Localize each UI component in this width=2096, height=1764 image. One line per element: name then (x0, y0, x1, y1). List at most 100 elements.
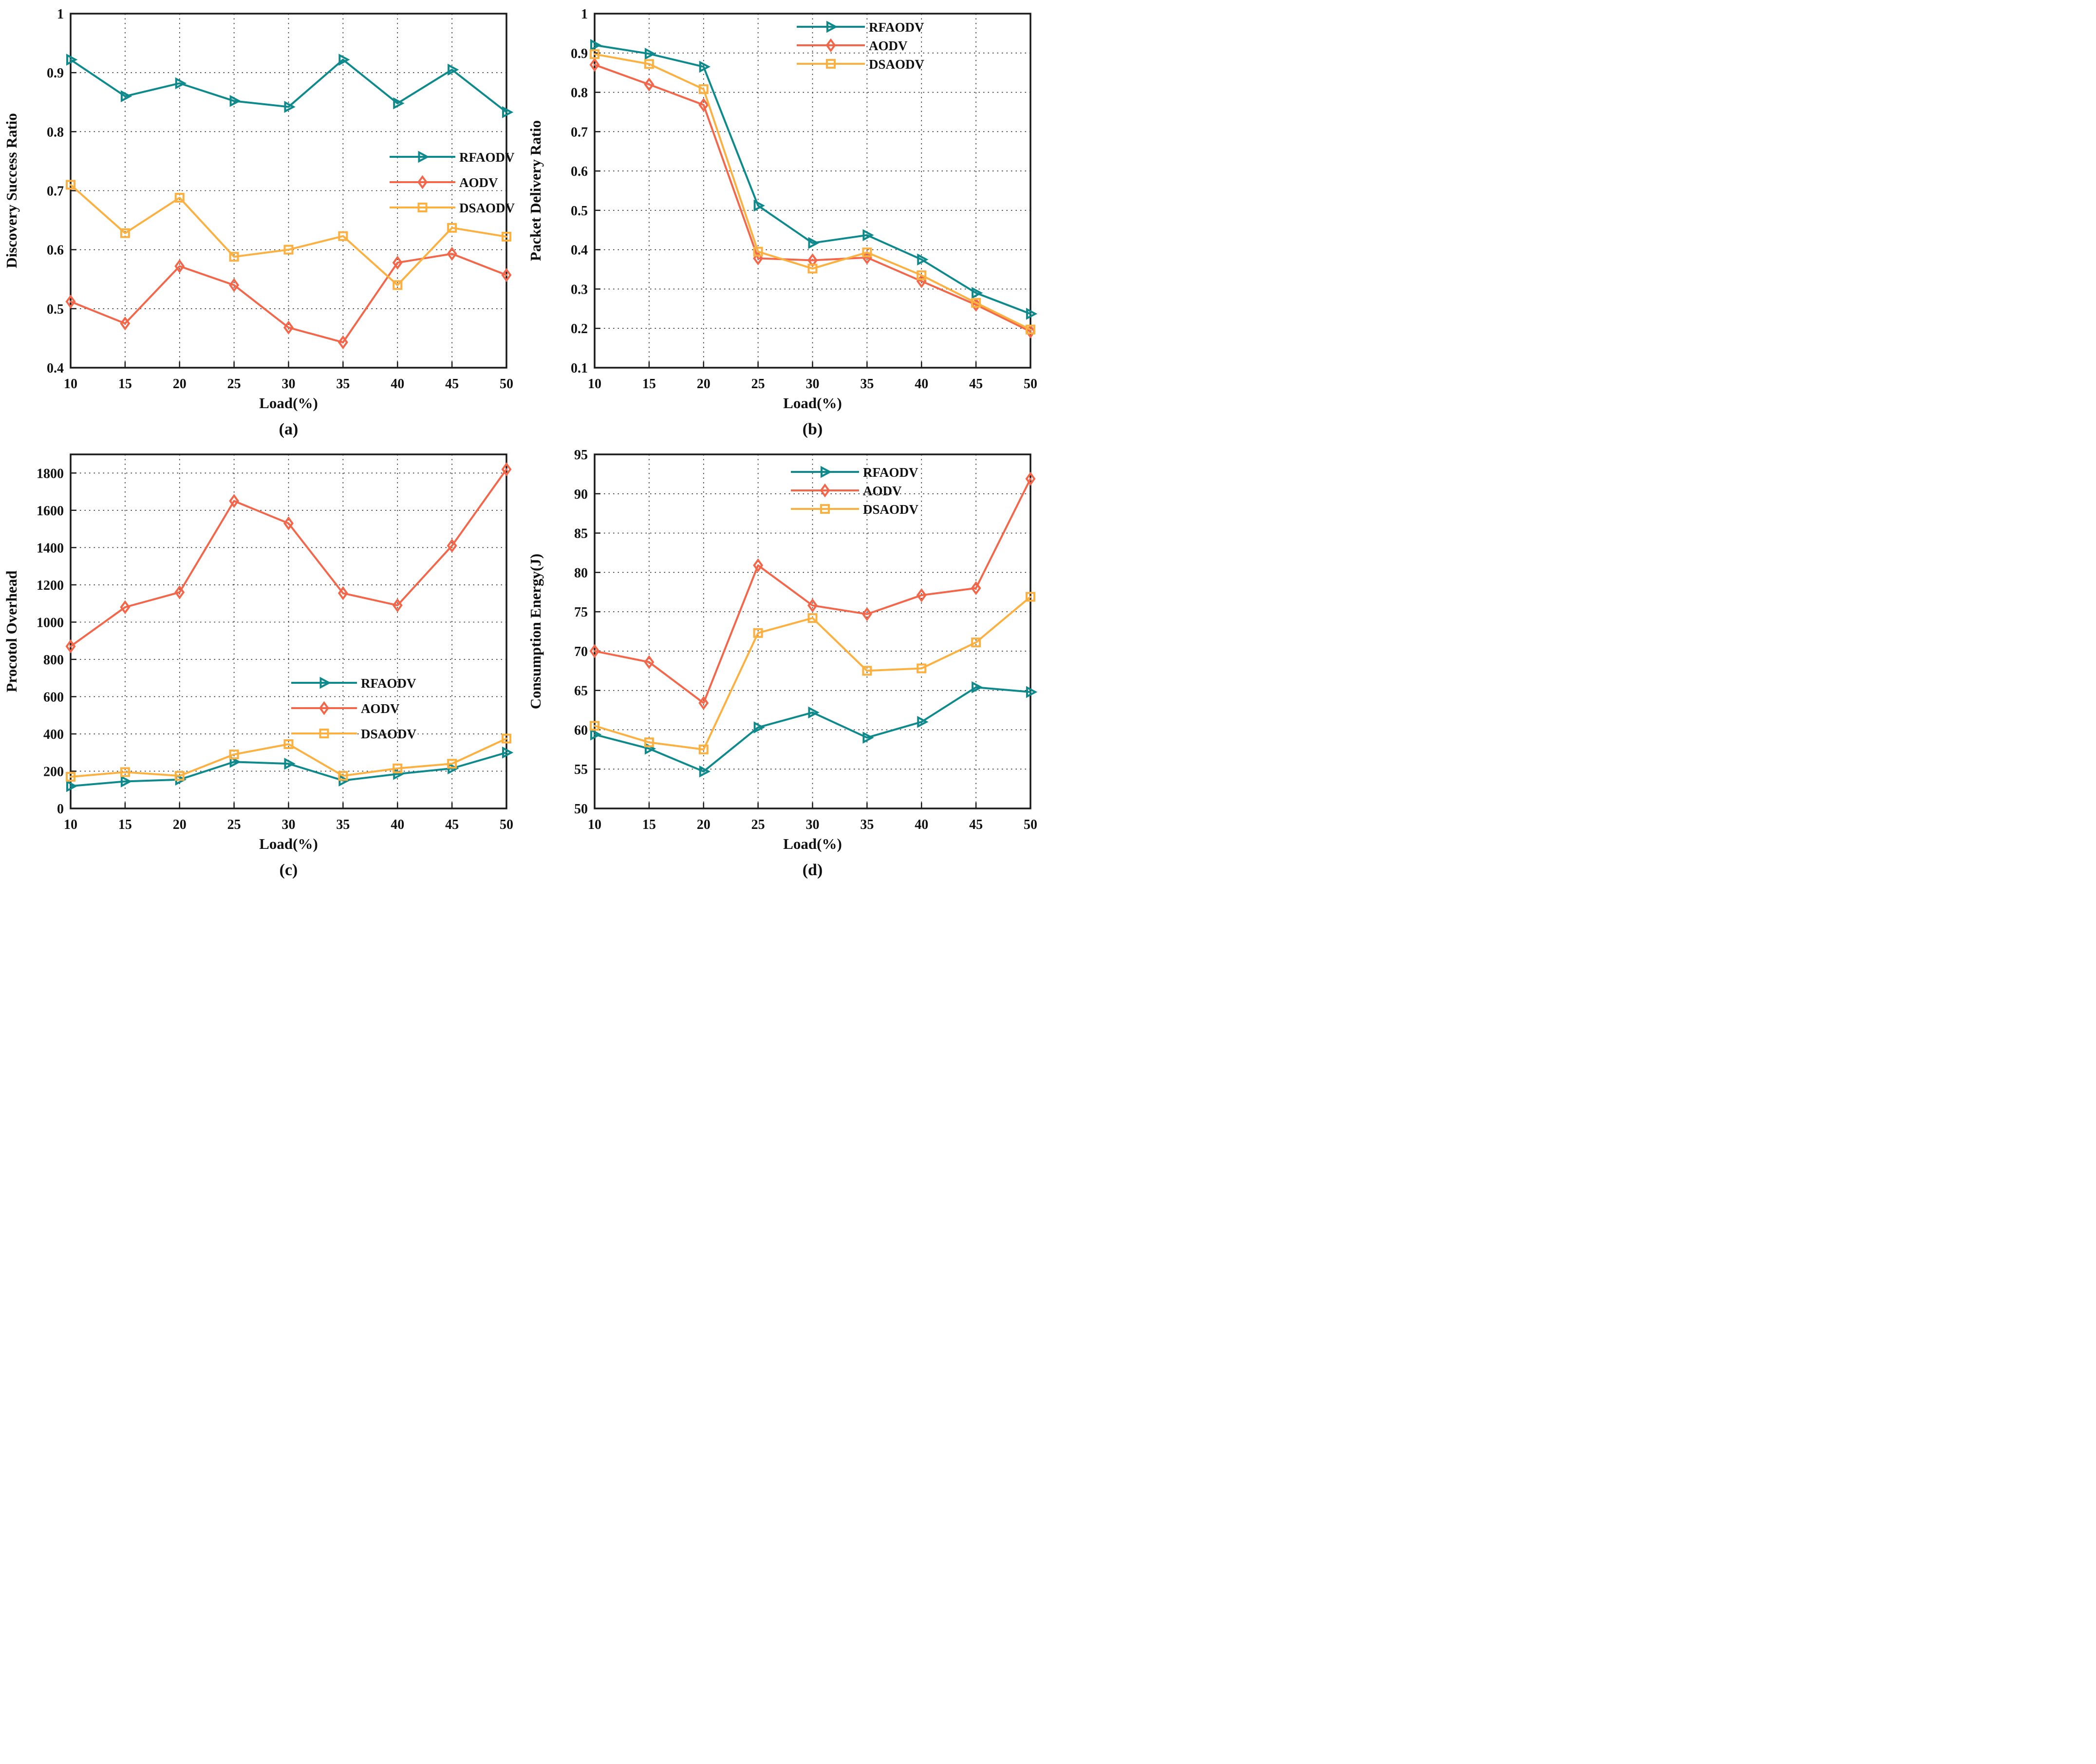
x-tick-label: 50 (500, 376, 513, 392)
series-line-dsaodv (594, 53, 1031, 331)
dsaodv-square-icon (590, 721, 599, 731)
x-tick-label: 10 (588, 376, 601, 392)
legend-aodv-diamond-icon (417, 175, 428, 189)
y-tick-label: 0.6 (47, 243, 64, 258)
series-line-dsaodv (70, 737, 507, 778)
dsaodv-square-icon (283, 244, 294, 255)
x-tick-label: 45 (445, 817, 459, 832)
x-axis-label: Load(%) (783, 394, 842, 412)
dsaodv-square-icon (447, 759, 457, 769)
rfaodv-triangle-right-icon (862, 732, 874, 744)
rfaodv-triangle-right-icon (229, 756, 241, 768)
x-tick-label: 10 (588, 817, 601, 832)
chart-d: 10 15 20 25 30 35 40 45 50 50 55 60 65 70 75 80 85 90 95 RF… (524, 441, 1048, 882)
aodv-diamond-icon (283, 516, 294, 530)
y-tick-label: 1800 (37, 466, 64, 481)
chart-svg-c: 10 15 20 25 30 35 40 45 50 0 200 400 600 800 1000 1200 1… (3, 453, 514, 879)
y-tick-label: 55 (574, 762, 588, 777)
rfaodv-triangle-right-icon (229, 95, 241, 107)
dsaodv-square-icon (120, 767, 130, 777)
y-tick-label: 1000 (37, 615, 64, 630)
x-tick-label: 25 (227, 817, 241, 832)
dsaodv-square-icon (917, 663, 927, 674)
aodv-diamond-icon (1025, 324, 1036, 339)
aodv-diamond-icon (283, 320, 294, 335)
aodv-diamond-icon (916, 588, 927, 602)
x-tick-label: 30 (282, 817, 296, 832)
rfaodv-triangle-right-icon (393, 97, 405, 110)
y-tick-label: 50 (574, 802, 588, 817)
y-tick-label: 200 (43, 764, 64, 779)
x-tick-label: 20 (173, 817, 187, 832)
y-tick-label: 0.9 (571, 46, 588, 61)
legend-rfaodv-triangle-right-icon (319, 676, 331, 689)
x-tick-label: 35 (336, 817, 350, 832)
x-tick-label: 20 (697, 376, 711, 392)
aodv-diamond-icon (120, 600, 131, 615)
x-tick-label: 45 (445, 376, 459, 392)
y-tick-label: 70 (574, 644, 588, 659)
y-tick-label: 800 (43, 653, 64, 668)
dsaodv-square-icon (338, 231, 348, 241)
rfaodv-triangle-right-icon (753, 721, 765, 733)
legend-aodv-diamond-icon (825, 38, 836, 53)
aodv-diamond-icon (65, 294, 76, 309)
legend-dsaodv-square-icon (319, 729, 329, 738)
panel-b: 10 15 20 25 30 35 40 45 50 0.1 0.2 0.3 0.4 0.5 0.6 0.7 0… (524, 0, 1048, 441)
y-tick-label: 60 (574, 723, 588, 738)
rfaodv-triangle-right-icon (1026, 686, 1038, 698)
x-tick-label: 15 (118, 376, 132, 392)
x-tick-label: 40 (391, 376, 404, 392)
aodv-diamond-icon (120, 316, 131, 331)
y-tick-label: 0.5 (571, 204, 588, 219)
legend-label-aodv: AODV (361, 701, 400, 716)
rfaodv-triangle-right-icon (644, 48, 656, 60)
y-tick-label: 80 (574, 565, 588, 581)
x-tick-label: 25 (751, 376, 765, 392)
y-tick-label: 0.9 (47, 66, 64, 81)
y-axis-label: Consumption Energy(J) (527, 554, 544, 710)
legend-label-rfaodv: RFAODV (869, 20, 924, 35)
aodv-diamond-icon (447, 246, 457, 261)
x-tick-label: 40 (915, 817, 928, 832)
dsaodv-square-icon (66, 771, 75, 782)
x-axis-label: Load(%) (783, 835, 842, 852)
rfaodv-triangle-right-icon (862, 229, 874, 242)
y-axis-label: Discovery Success Ratio (3, 113, 20, 268)
chart-svg-a: 10 15 20 25 30 35 40 45 50 0.4 0.5 0.6 0.7 0.8 0.9 1 RFA… (3, 7, 515, 438)
x-tick-label: 40 (391, 817, 404, 832)
dsaodv-square-icon (393, 763, 403, 773)
series-line-aodv (594, 478, 1031, 704)
dsaodv-square-icon (1026, 324, 1035, 335)
rfaodv-triangle-right-icon (590, 39, 602, 51)
x-axis-label: Load(%) (259, 394, 318, 412)
aodv-diamond-icon (698, 98, 709, 112)
legend-aodv-diamond-icon (319, 701, 329, 715)
chart-a: 10 15 20 25 30 35 40 45 50 0.4 0.5 0.6 0.7 0.8 0.9 1 RFA… (0, 0, 524, 441)
rfaodv-triangle-right-icon (808, 237, 820, 249)
dsaodv-square-icon (644, 59, 654, 69)
legend-label-dsaodv: DSAODV (863, 502, 919, 517)
rfaodv-triangle-right-icon (753, 199, 765, 212)
x-tick-label: 50 (500, 817, 513, 832)
aodv-diamond-icon (971, 581, 981, 596)
series-line-dsaodv (594, 596, 1031, 751)
figure-grid: 10 15 20 25 30 35 40 45 50 0.4 0.5 0.6 0.7 0.8 0.9 1 RFA… (0, 0, 1048, 882)
dsaodv-square-icon (753, 628, 763, 638)
aodv-diamond-icon (229, 494, 240, 508)
series-line-rfaodv (70, 751, 507, 788)
aodv-diamond-icon (644, 77, 655, 92)
y-tick-label: 65 (574, 684, 588, 699)
y-tick-label: 0.2 (571, 321, 588, 337)
y-axis-label: Procotol Overhead (3, 571, 20, 693)
dsaodv-square-icon (753, 246, 763, 257)
rfaodv-triangle-right-icon (972, 287, 983, 299)
panel-a: 10 15 20 25 30 35 40 45 50 0.4 0.5 0.6 0.7 0.8 0.9 1 RFA… (0, 0, 524, 441)
aodv-diamond-icon (501, 462, 512, 477)
rfaodv-triangle-right-icon (175, 77, 187, 90)
dsaodv-square-icon (502, 232, 511, 242)
aodv-diamond-icon (174, 585, 185, 600)
aodv-diamond-icon (698, 696, 709, 710)
x-tick-label: 35 (860, 376, 874, 392)
aodv-diamond-icon (589, 57, 600, 72)
